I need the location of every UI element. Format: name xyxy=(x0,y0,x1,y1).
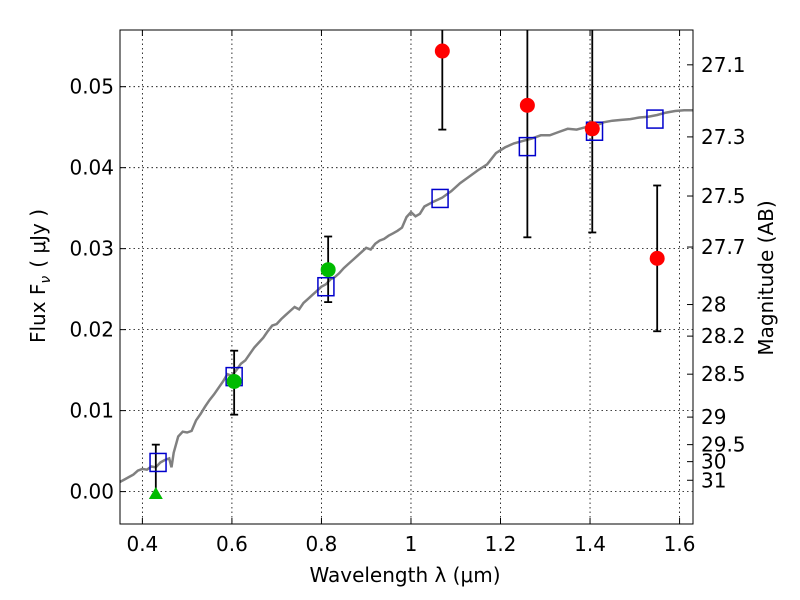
y-tick-label: 0.01 xyxy=(69,399,114,423)
x-tick-label: 1.6 xyxy=(664,532,696,556)
y-tick-label: 0.04 xyxy=(69,156,114,180)
y2-tick-label: 27.1 xyxy=(701,53,746,77)
observed-green-point xyxy=(320,262,336,278)
x-tick-label: 0.6 xyxy=(216,532,248,556)
model-photometry-square xyxy=(646,109,664,129)
y2-tick-label: 31 xyxy=(701,468,726,492)
y2-tick-label: 27.7 xyxy=(701,235,746,259)
tick-marks xyxy=(120,30,693,524)
y-tick-label: 0.03 xyxy=(69,237,114,261)
y2-axis-label: Magnitude (AB) xyxy=(754,200,778,355)
y2-tick-label: 28.5 xyxy=(701,362,746,386)
y-axis-label-main: Flux F xyxy=(26,284,50,343)
model-photometry-square xyxy=(317,276,335,297)
y-axis-label-unit: ( μJy ) xyxy=(26,209,50,268)
plot-content xyxy=(120,30,693,500)
observed-red-point xyxy=(434,43,450,59)
model-photometry-square xyxy=(431,188,449,209)
observed-red-point xyxy=(584,121,600,137)
y2-tick-label: 28 xyxy=(701,293,726,317)
x-tick-label: 0.8 xyxy=(306,532,338,556)
observed-red-point xyxy=(649,250,665,266)
model-sed-curve xyxy=(120,108,693,484)
x-tick-label: 1.2 xyxy=(485,532,517,556)
plot-frame xyxy=(119,29,694,525)
model-photometry-square xyxy=(518,136,537,157)
x-axis-label: Wavelength λ (μm) xyxy=(309,563,500,587)
x-tick-label: 0.4 xyxy=(126,532,158,556)
y-axis-label-subscript: ν xyxy=(38,276,54,284)
y2-tick-label: 27.5 xyxy=(701,184,746,208)
y2-tick-label: 29.5 xyxy=(701,433,746,457)
x-tick-label: 1 xyxy=(405,532,418,556)
model-photometry-square xyxy=(149,452,167,473)
x-tick-label: 1.4 xyxy=(574,532,606,556)
y-tick-label: 0.05 xyxy=(69,75,114,99)
grid-lines xyxy=(120,30,693,524)
upper-limit-triangle xyxy=(148,487,163,500)
y-tick-label: 0.00 xyxy=(69,480,114,504)
observed-green-point xyxy=(226,373,242,389)
y2-tick-label: 30 xyxy=(701,450,726,474)
tick-labels: 0.4 0.6 0.8 1 1.2 1.4 1.6 0.00 0.01 0.02 0.03 0.04 0… xyxy=(69,53,745,556)
y2-tick-label: 28.2 xyxy=(701,324,746,348)
y-tick-label: 0.02 xyxy=(69,318,114,342)
y2-tick-label: 27.3 xyxy=(701,125,746,149)
y-axis-label: Flux Fν ( μJy ) xyxy=(26,209,54,343)
observed-red-point xyxy=(519,97,535,113)
y2-tick-label: 29 xyxy=(701,405,726,429)
svg-text:Flux Fν( μJy ): Flux Fν ( μJy ) xyxy=(26,209,54,343)
